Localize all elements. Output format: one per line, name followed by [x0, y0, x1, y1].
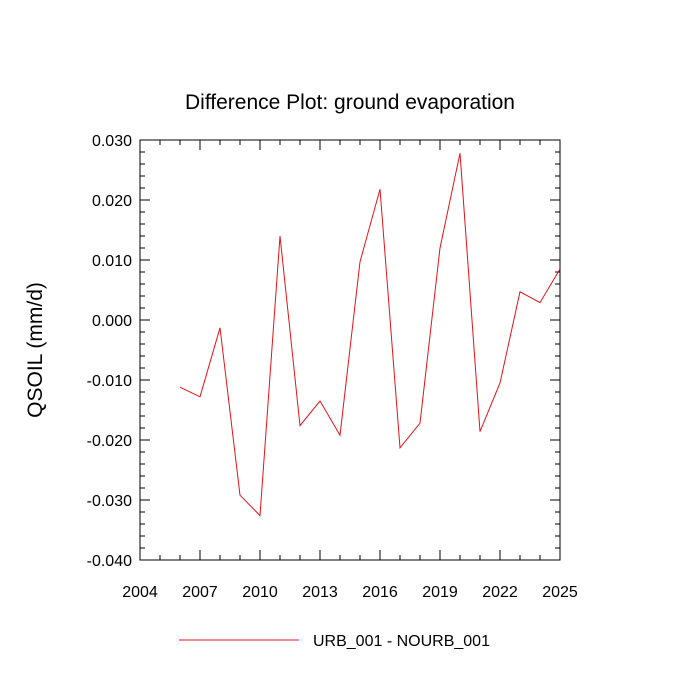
y-tick-label: 0.030 — [92, 133, 132, 150]
series-layer — [179, 153, 561, 517]
y-tick-label: 0.000 — [92, 313, 132, 330]
y-tick-label: 0.020 — [92, 193, 132, 210]
x-axis: 2004 2007 2010 2013 2016 2019 2022 2025 — [122, 140, 578, 601]
legend: URB_001 - NOURB_001 — [179, 633, 490, 650]
x-tick-label: 2016 — [362, 584, 398, 601]
y-tick-label: -0.040 — [87, 553, 132, 570]
y-axis: -0.040 -0.030 -0.020 -0.010 0.000 0.010 0.020 0… — [87, 133, 560, 570]
x-tick-label: 2019 — [422, 584, 458, 601]
x-tick-label: 2010 — [242, 584, 278, 601]
y-tick-label: -0.020 — [87, 433, 132, 450]
x-tick-label: 2025 — [542, 584, 578, 601]
plot-frame — [139, 139, 561, 561]
x-tick-label: 2022 — [482, 584, 518, 601]
y-tick-label: -0.010 — [87, 373, 132, 390]
x-tick-label: 2004 — [122, 584, 158, 601]
legend-label: URB_001 - NOURB_001 — [313, 633, 490, 650]
chart-title: Difference Plot: ground evaporation — [185, 91, 515, 114]
y-axis-title: QSOIL (mm/d) — [24, 282, 47, 418]
x-tick-label: 2007 — [182, 584, 218, 601]
y-tick-label: -0.030 — [87, 493, 132, 510]
y-tick-label: 0.010 — [92, 253, 132, 270]
series-line — [179, 153, 561, 517]
x-tick-label: 2013 — [302, 584, 338, 601]
